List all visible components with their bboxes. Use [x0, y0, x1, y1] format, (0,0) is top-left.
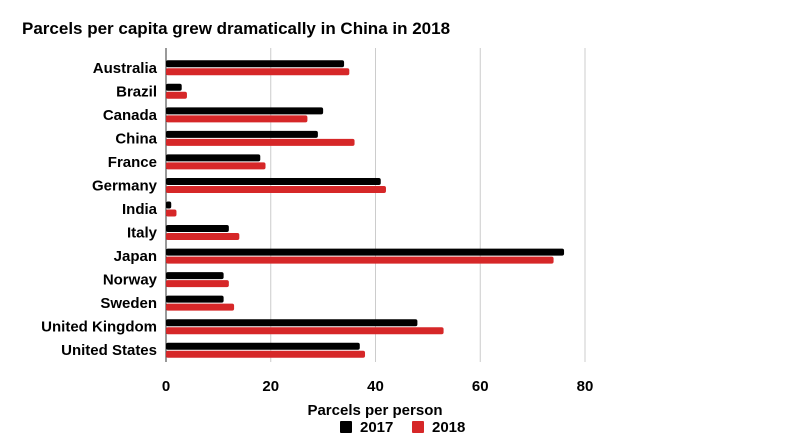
- bar-2018-japan: [166, 256, 554, 264]
- category-label: India: [122, 201, 158, 218]
- category-label: Germany: [92, 177, 158, 194]
- bar-2017-france: [166, 154, 261, 162]
- bar-2018-france: [166, 162, 266, 170]
- category-label: Italy: [127, 225, 158, 242]
- bar-2018-brazil: [166, 91, 187, 99]
- bar-2017-australia: [166, 60, 345, 68]
- bar-2017-italy: [166, 225, 229, 233]
- category-label: China: [115, 130, 157, 147]
- bar-2018-australia: [166, 68, 350, 76]
- category-label: United Kingdom: [41, 319, 157, 336]
- gridlines: [165, 48, 586, 362]
- bar-2017-canada: [166, 107, 324, 115]
- bar-2017-japan: [166, 248, 565, 256]
- bar-2017-norway: [166, 272, 224, 280]
- bar-2017-united-states: [166, 342, 360, 350]
- x-tick-label: 0: [162, 378, 170, 395]
- x-tick-label: 60: [472, 378, 489, 395]
- bar-2017-india: [166, 201, 172, 209]
- category-label: France: [108, 154, 157, 171]
- bar-2017-germany: [166, 177, 381, 185]
- category-label: Canada: [103, 107, 158, 124]
- bar-2017-china: [166, 130, 318, 138]
- category-label: United States: [61, 342, 157, 359]
- bar-2018-united-states: [166, 350, 366, 358]
- bar-2017-sweden: [166, 295, 224, 303]
- legend-swatch-2017: [340, 421, 352, 433]
- bar-2017-united-kingdom: [166, 319, 418, 327]
- bar-2018-china: [166, 138, 355, 146]
- category-label: Norway: [103, 272, 158, 289]
- category-labels: Australia Brazil Canada China France Germany I…: [41, 60, 157, 359]
- bar-2018-sweden: [166, 303, 235, 311]
- x-tick-labels: 0 20 40 60 80: [162, 378, 594, 395]
- legend-swatch-2018: [412, 421, 424, 433]
- legend-label-2018: 2018: [432, 419, 465, 436]
- legend-label-2017: 2017: [360, 419, 393, 436]
- legend: 2017 2018: [340, 419, 465, 436]
- x-axis-title: Parcels per person: [307, 402, 442, 419]
- category-label: Japan: [114, 248, 157, 265]
- bar-2018-germany: [166, 185, 386, 193]
- x-tick-label: 80: [577, 378, 594, 395]
- chart-title: Parcels per capita grew dramatically in …: [22, 19, 451, 38]
- bar-2018-canada: [166, 115, 308, 123]
- x-tick-label: 20: [262, 378, 279, 395]
- category-label: Brazil: [116, 83, 157, 100]
- bar-2018-italy: [166, 233, 240, 241]
- x-tick-label: 40: [367, 378, 384, 395]
- bar-2018-india: [166, 209, 177, 217]
- category-label: Sweden: [100, 295, 157, 312]
- bar-2017-brazil: [166, 83, 182, 91]
- category-label: Australia: [93, 60, 158, 77]
- bars: [166, 60, 565, 358]
- bar-2018-united-kingdom: [166, 327, 444, 335]
- bar-2018-norway: [166, 280, 229, 288]
